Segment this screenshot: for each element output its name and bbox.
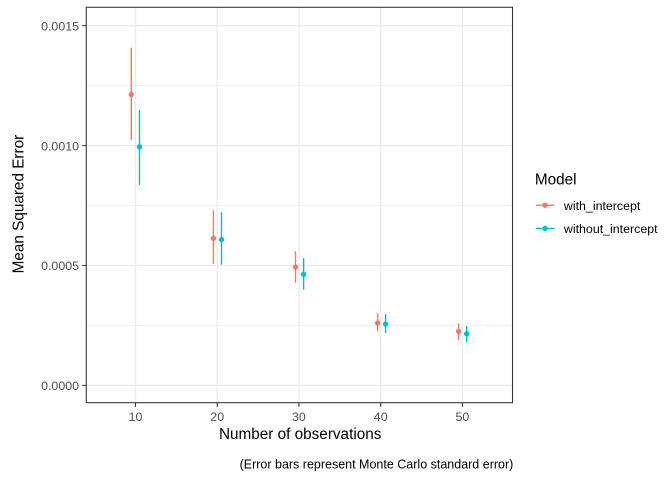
svg-text:0.0010: 0.0010 xyxy=(41,139,79,153)
svg-text:Mean Squared Error: Mean Squared Error xyxy=(11,135,28,274)
svg-text:without_intercept: without_intercept xyxy=(563,222,658,236)
svg-text:40: 40 xyxy=(374,410,388,424)
svg-text:10: 10 xyxy=(129,410,143,424)
svg-text:(Error bars represent Monte Ca: (Error bars represent Monte Carlo standa… xyxy=(240,458,514,472)
svg-text:0.0015: 0.0015 xyxy=(41,19,79,33)
svg-text:0.0005: 0.0005 xyxy=(41,259,79,273)
svg-text:Number of observations: Number of observations xyxy=(219,426,382,443)
svg-text:with_intercept: with_intercept xyxy=(563,199,641,213)
svg-text:30: 30 xyxy=(292,410,306,424)
svg-text:50: 50 xyxy=(456,410,470,424)
svg-text:Model: Model xyxy=(535,172,577,189)
svg-text:20: 20 xyxy=(210,410,224,424)
svg-text:0.0000: 0.0000 xyxy=(41,379,79,393)
